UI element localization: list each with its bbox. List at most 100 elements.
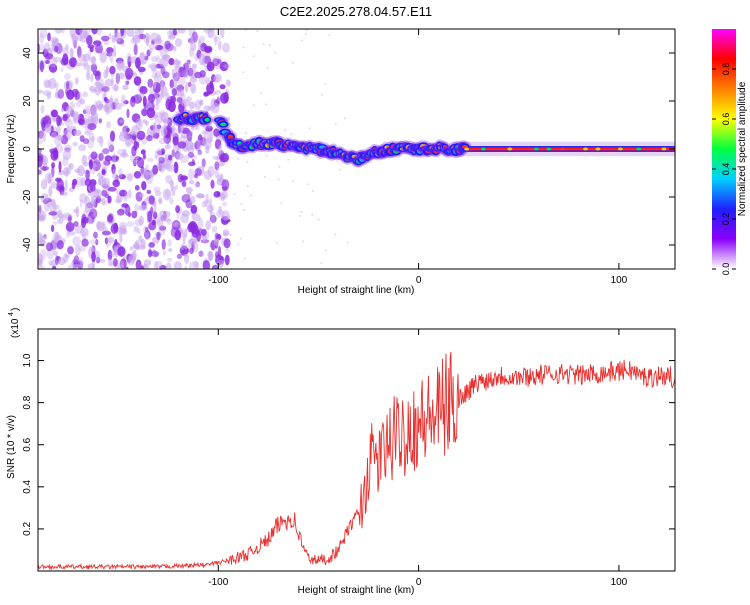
noise-blob [55, 88, 59, 98]
noise-blob [38, 258, 43, 267]
noise-blob [171, 88, 177, 97]
noise-blob [118, 168, 123, 179]
noise-blob [57, 89, 65, 99]
noise-blob [113, 97, 119, 106]
noise-blob [40, 179, 48, 190]
noise-blob [220, 152, 230, 163]
noise-blob [119, 119, 126, 124]
noise-blob [188, 168, 195, 180]
noise-blob [98, 78, 104, 90]
noise-blob [142, 32, 151, 44]
noise-blob [147, 210, 153, 223]
noise-blob [206, 204, 215, 213]
noise-blob [65, 212, 73, 222]
noise-blob [77, 118, 85, 126]
noise-blob [133, 43, 138, 56]
noise-blob [67, 79, 74, 90]
noise-blob [173, 45, 177, 52]
faint-point [233, 193, 236, 196]
noise-blob [158, 156, 165, 164]
noise-blob [152, 164, 159, 175]
noise-blob [211, 225, 218, 233]
noise-blob [144, 55, 149, 61]
noise-blob [110, 223, 119, 234]
noise-blob [124, 138, 132, 148]
noise-blob [223, 238, 231, 249]
noise-blob [150, 56, 158, 62]
noise-blob [158, 198, 163, 205]
noise-blob [56, 240, 64, 250]
spectrogram-x-ticks: -100 0 100 [208, 29, 628, 286]
noise-blob [56, 114, 61, 127]
noise-blob [171, 220, 181, 231]
noise-blob [216, 174, 223, 183]
noise-blob [142, 153, 146, 160]
noise-blob [81, 238, 89, 247]
noise-blob [115, 174, 119, 184]
noise-blob [46, 92, 52, 100]
noise-blob [99, 51, 107, 63]
noise-blob [218, 40, 222, 51]
faint-point [312, 189, 314, 192]
noise-blob [197, 217, 204, 230]
noise-blob [157, 34, 161, 42]
noise-blob [191, 213, 201, 222]
faint-point [240, 202, 243, 205]
noise-blob [133, 76, 142, 86]
noise-blob [198, 53, 206, 66]
noise-blob [73, 129, 82, 137]
noise-blob [83, 109, 87, 114]
noise-blob [90, 73, 94, 83]
noise-blob [214, 161, 220, 171]
noise-blob [146, 134, 153, 142]
snr-y-ticks: 0.2 0.4 0.6 0.8 1.0 [22, 353, 675, 536]
noise-blob [155, 44, 164, 51]
noise-blob [175, 205, 181, 214]
noise-blob [83, 161, 89, 167]
noise-blob [61, 214, 67, 221]
noise-blob [61, 156, 69, 167]
noise-blob [157, 123, 161, 135]
noise-blob [125, 80, 130, 86]
noise-blob [174, 38, 183, 47]
noise-blob [177, 141, 187, 149]
noise-blob [61, 191, 68, 196]
noise-blob [69, 101, 75, 111]
noise-blob [76, 91, 83, 103]
noise-blob [57, 219, 61, 224]
noise-blob [96, 136, 103, 144]
noise-blob [39, 235, 47, 242]
noise-blob [62, 212, 71, 219]
noise-blob [117, 246, 126, 257]
noise-blob [110, 155, 120, 161]
noise-blob [107, 195, 112, 204]
noise-blob [91, 29, 98, 35]
faint-point [274, 51, 277, 54]
noise-blob [180, 243, 185, 251]
noise-blob [146, 157, 154, 163]
noise-blob [105, 67, 109, 77]
noise-blob [47, 173, 52, 185]
noise-blob [63, 253, 69, 263]
faint-point [246, 185, 249, 188]
noise-blob [72, 264, 81, 268]
noise-blob [223, 91, 229, 104]
noise-blob [87, 123, 97, 131]
noise-blob [222, 232, 229, 237]
noise-blob [188, 238, 197, 245]
noise-blob [194, 71, 203, 79]
noise-blob [147, 78, 154, 88]
noise-blob [38, 43, 41, 53]
noise-blob [39, 32, 45, 45]
noise-blob [172, 136, 179, 146]
noise-blob [207, 251, 212, 257]
noise-blob [185, 81, 189, 93]
ridge-hot [595, 147, 601, 151]
noise-blob [104, 103, 108, 113]
noise-blob [215, 156, 220, 161]
noise-blob [156, 148, 163, 156]
ridge-hot [560, 147, 566, 151]
noise-blob [121, 228, 128, 235]
noise-blob [91, 136, 95, 142]
noise-blob [40, 193, 49, 204]
